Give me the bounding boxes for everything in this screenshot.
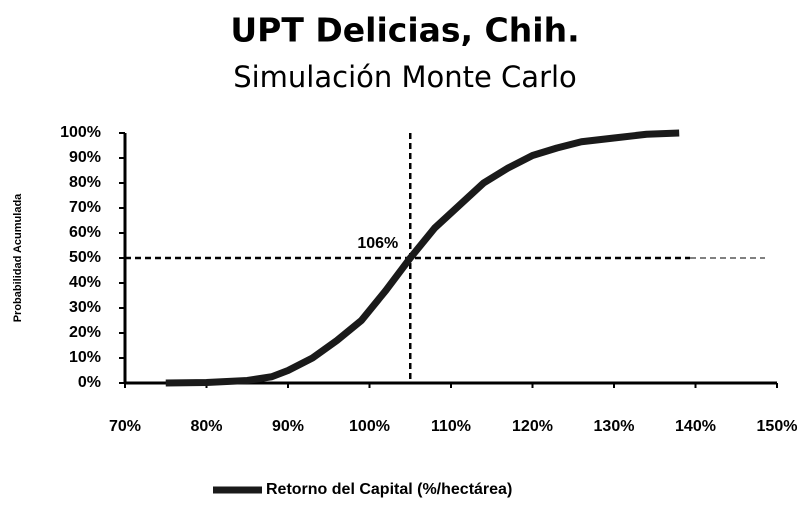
x-tick-label: 140% bbox=[675, 418, 716, 435]
x-tick-label: 100% bbox=[349, 418, 390, 435]
y-tick-label: 50% bbox=[69, 249, 101, 266]
y-tick-label: 10% bbox=[69, 349, 101, 366]
chart-title: UPT Delicias, Chih. bbox=[230, 11, 579, 50]
x-tick-label: 110% bbox=[431, 418, 471, 435]
y-tick-label: 90% bbox=[69, 149, 101, 166]
x-tick-label: 90% bbox=[272, 418, 304, 435]
chart-subtitle: Simulación Monte Carlo bbox=[233, 60, 577, 94]
x-tick-label: 130% bbox=[594, 418, 635, 435]
data-line bbox=[165, 129, 680, 387]
annotation: 106% bbox=[357, 235, 398, 252]
legend-label: Retorno del Capital (%/hectárea) bbox=[266, 481, 512, 498]
y-tick-label: 0% bbox=[78, 374, 101, 391]
x-tick-label: 120% bbox=[512, 418, 553, 435]
y-axis-label: Probabilidad Acumulada bbox=[12, 193, 24, 322]
x-tick-label: 70% bbox=[109, 418, 141, 435]
y-tick-label: 60% bbox=[69, 224, 101, 241]
y-tick-label: 40% bbox=[69, 274, 101, 291]
y-tick-label: 20% bbox=[69, 324, 101, 341]
y-tick-label: 30% bbox=[69, 299, 101, 316]
x-tick-label: 150% bbox=[757, 418, 798, 435]
y-tick-label: 100% bbox=[60, 124, 101, 141]
x-tick-label: 80% bbox=[190, 418, 222, 435]
y-tick-label: 70% bbox=[69, 199, 101, 216]
y-tick-label: 80% bbox=[69, 174, 101, 191]
